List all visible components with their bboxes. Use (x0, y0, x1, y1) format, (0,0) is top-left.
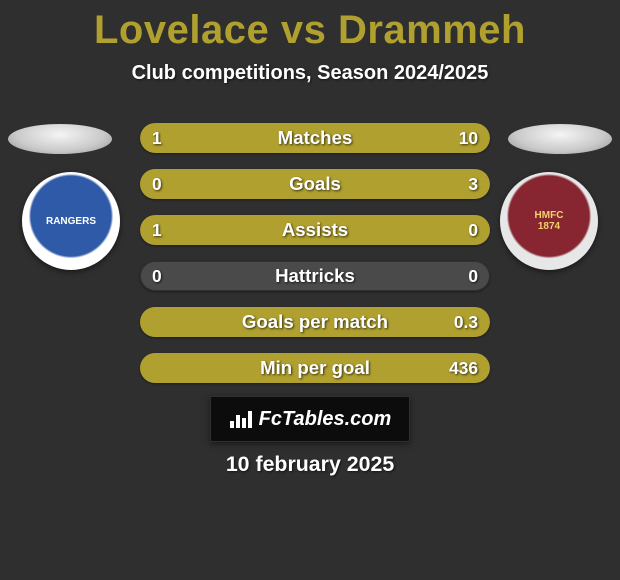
bar-value-left: 0 (152, 261, 162, 291)
stat-bar: 0.3Goals per match (140, 307, 490, 337)
club-crest-right: HMFC 1874 (500, 172, 598, 270)
crest-right-text: HMFC 1874 (535, 210, 564, 232)
bar-fill-left (140, 215, 490, 245)
bar-fill-right (140, 307, 490, 337)
stat-bar: 10Assists (140, 215, 490, 245)
stat-bar: 0 0Hattricks (140, 261, 490, 291)
club-crest-left: RANGERS (22, 172, 120, 270)
stat-bar: 436Min per goal (140, 353, 490, 383)
bar-value-right: 0 (468, 261, 478, 291)
branding-text: FcTables.com (259, 408, 392, 431)
subtitle: Club competitions, Season 2024/2025 (0, 62, 620, 85)
bar-fill-left (140, 123, 172, 153)
bar-label: Hattricks (140, 261, 490, 291)
bar-fill-right (140, 353, 490, 383)
title: Lovelace vs Drammeh (0, 8, 620, 53)
title-vs: vs (281, 8, 327, 53)
date-text: 10 february 2025 (0, 452, 620, 477)
title-player2: Drammeh (338, 8, 526, 53)
stat-bar: 03Goals (140, 169, 490, 199)
stat-bar: 110Matches (140, 123, 490, 153)
branding-badge: FcTables.com (210, 396, 410, 442)
title-player1: Lovelace (94, 8, 269, 53)
bar-fill-right (172, 123, 490, 153)
comparison-bars: 110Matches 03Goals 10Assists 0 0Hattricks 0.3… (140, 123, 490, 399)
platform-right (508, 124, 612, 154)
crest-left-text: RANGERS (46, 216, 96, 227)
bars-icon (229, 409, 253, 429)
platform-left (8, 124, 112, 154)
bar-fill-right (140, 169, 490, 199)
infographic-canvas: Lovelace vs Drammeh Club competitions, S… (0, 0, 620, 580)
